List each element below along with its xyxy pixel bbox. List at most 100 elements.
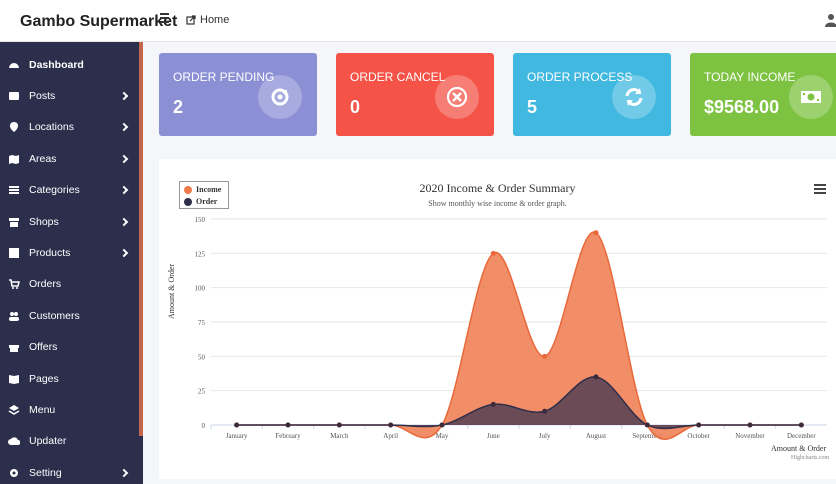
stat-card-title: ORDER PENDING bbox=[173, 70, 275, 84]
y-tick-label: 25 bbox=[198, 388, 206, 396]
sidebar-item-label: Offers bbox=[29, 341, 58, 354]
y-tick-label: 150 bbox=[195, 216, 206, 224]
chart-menu-icon[interactable] bbox=[814, 184, 826, 196]
map-marker-icon bbox=[10, 122, 18, 133]
data-point-order[interactable] bbox=[285, 422, 291, 428]
gear-icon bbox=[10, 468, 18, 477]
chart-credits[interactable]: Highcharts.com bbox=[791, 455, 830, 461]
home-link[interactable]: Home bbox=[186, 14, 229, 26]
stat-card-title: TODAY INCOME bbox=[704, 70, 796, 84]
sidebar-item-label: Areas bbox=[29, 152, 57, 165]
data-point-order[interactable] bbox=[747, 422, 753, 428]
data-point-order[interactable] bbox=[234, 422, 240, 428]
x-tick-label: February bbox=[275, 432, 301, 440]
tachometer-icon bbox=[9, 62, 19, 68]
chevron-right-icon bbox=[119, 123, 129, 132]
chart-panel: 2020 Income & Order Summary Show monthly… bbox=[159, 159, 836, 479]
stat-card-order-process[interactable]: ORDER PROCESS 5 bbox=[513, 53, 671, 136]
sidebar-item-label: Updater bbox=[29, 435, 67, 448]
sidebar-item-label: Pages bbox=[29, 372, 59, 385]
legend-dot-income bbox=[184, 185, 192, 194]
data-point-order[interactable] bbox=[490, 401, 496, 407]
sidebar-item-label: Dashboard bbox=[29, 58, 84, 71]
legend-label-order: Order bbox=[196, 197, 218, 206]
sidebar-item-orders[interactable]: Orders bbox=[0, 269, 139, 300]
sidebar-item-categories[interactable]: Categories bbox=[0, 175, 139, 206]
menu-toggle-icon[interactable] bbox=[158, 13, 172, 27]
y-tick-label: 125 bbox=[195, 250, 206, 258]
x-tick-label: November bbox=[735, 432, 765, 440]
y-tick-label: 50 bbox=[198, 353, 206, 361]
chevron-right-icon bbox=[119, 248, 129, 258]
gift-icon bbox=[9, 345, 19, 353]
data-point-income[interactable] bbox=[490, 250, 496, 256]
store-icon bbox=[9, 217, 19, 227]
data-point-order[interactable] bbox=[696, 422, 702, 428]
sidebar-item-label: Customers bbox=[29, 309, 80, 322]
cloud-upload-icon bbox=[8, 437, 20, 446]
chevron-right-icon bbox=[119, 185, 129, 195]
x-tick-label: March bbox=[330, 432, 349, 440]
sidebar-item-label: Locations bbox=[29, 121, 74, 134]
y-tick-label: 75 bbox=[198, 319, 206, 327]
x-axis-title: Amount & Order bbox=[771, 444, 827, 453]
sidebar-item-label: Orders bbox=[29, 278, 62, 291]
sidebar-item-updater[interactable]: Updater bbox=[0, 426, 139, 457]
sidebar-item-areas[interactable]: Areas bbox=[0, 143, 139, 174]
stat-card-value: 0 bbox=[350, 97, 361, 117]
sidebar-item-offers[interactable]: Offers bbox=[0, 332, 139, 363]
x-tick-label: May bbox=[436, 432, 449, 440]
chevron-right-icon bbox=[119, 217, 129, 226]
sidebar-item-products[interactable]: Products bbox=[0, 237, 139, 268]
data-point-order[interactable] bbox=[798, 422, 804, 428]
data-point-order[interactable] bbox=[388, 422, 394, 428]
data-point-order[interactable] bbox=[593, 374, 599, 380]
sidebar-item-menu[interactable]: Menu bbox=[0, 394, 139, 425]
stat-card-today-income[interactable]: TODAY INCOME $9568.00 bbox=[690, 53, 836, 136]
x-tick-label: June bbox=[487, 432, 500, 440]
x-tick-label: July bbox=[539, 432, 551, 440]
user-icon[interactable] bbox=[825, 13, 836, 27]
book-icon bbox=[9, 374, 19, 384]
layers-icon bbox=[8, 404, 20, 415]
data-point-order[interactable] bbox=[336, 422, 342, 428]
sidebar-item-label: Categories bbox=[29, 184, 80, 197]
stat-card-title: ORDER CANCEL bbox=[350, 70, 446, 84]
sidebar-item-locations[interactable]: Locations bbox=[0, 112, 139, 143]
data-point-income[interactable] bbox=[593, 230, 599, 236]
sidebar-item-pages[interactable]: Pages bbox=[0, 363, 139, 394]
data-point-order[interactable] bbox=[542, 408, 548, 414]
x-tick-label: April bbox=[383, 432, 398, 440]
stat-card-order-pending[interactable]: ORDER PENDING 2 bbox=[159, 53, 317, 136]
stat-card-icon-circle bbox=[258, 75, 302, 119]
sidebar-item-shops[interactable]: Shops bbox=[0, 206, 139, 237]
sidebar-item-customers[interactable]: Customers bbox=[0, 300, 139, 331]
chart-subtitle: Show monthly wise income & order graph. bbox=[428, 199, 567, 208]
x-tick-label: August bbox=[586, 432, 606, 440]
chart-title: 2020 Income & Order Summary bbox=[419, 181, 576, 195]
sidebar-item-label: Setting bbox=[29, 466, 62, 479]
pending-icon bbox=[271, 88, 289, 106]
legend-item-order[interactable]: Order bbox=[184, 197, 217, 206]
data-point-order[interactable] bbox=[439, 422, 445, 428]
box-icon bbox=[9, 247, 19, 258]
data-point-order[interactable] bbox=[644, 422, 650, 428]
sidebar-item-dashboard[interactable]: Dashboard bbox=[0, 49, 139, 80]
x-tick-label: October bbox=[687, 432, 710, 440]
legend-item-income[interactable]: Income bbox=[184, 185, 221, 194]
data-point-income[interactable] bbox=[542, 353, 548, 359]
stat-card-value: $9568.00 bbox=[704, 97, 780, 117]
brand-title[interactable]: Gambo Supermarket bbox=[20, 13, 178, 30]
sidebar-item-posts[interactable]: Posts bbox=[0, 80, 139, 111]
sidebar-item-label: Shops bbox=[29, 215, 59, 228]
area-income bbox=[236, 232, 802, 440]
y-tick-label: 0 bbox=[202, 422, 206, 430]
area-order bbox=[236, 376, 802, 429]
home-link-label: Home bbox=[200, 14, 230, 26]
users-icon bbox=[9, 311, 19, 321]
sidebar-scrollbar[interactable] bbox=[139, 42, 143, 436]
sidebar-item-label: Menu bbox=[29, 403, 56, 416]
stat-card-order-cancel[interactable]: ORDER CANCEL 0 bbox=[336, 53, 494, 136]
chevron-right-icon bbox=[119, 468, 129, 477]
sidebar-item-setting[interactable]: Setting bbox=[0, 457, 139, 484]
